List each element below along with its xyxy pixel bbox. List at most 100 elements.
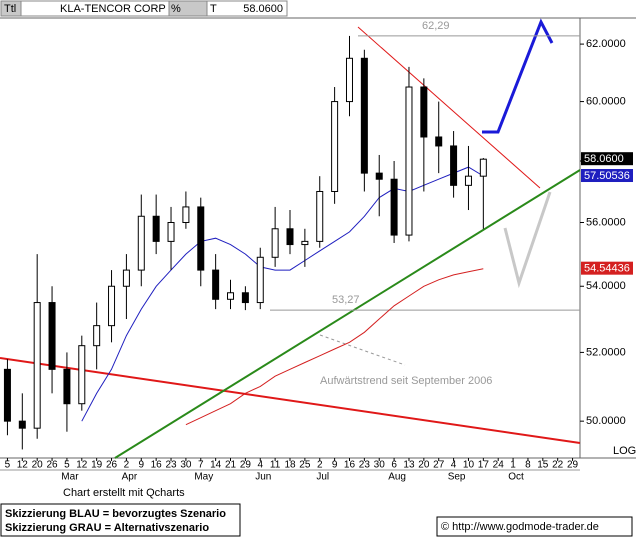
candle-body xyxy=(122,269,130,287)
month-label: May xyxy=(194,472,213,483)
month-label: Sep xyxy=(448,472,466,483)
level-label: 62,29 xyxy=(422,20,450,32)
candle-body xyxy=(450,145,458,186)
x-tick-label: 24 xyxy=(493,460,505,471)
x-tick-label: 26 xyxy=(46,460,58,471)
month-label: Aug xyxy=(388,472,406,483)
y-tick-label: 54.0000 xyxy=(586,280,626,292)
candle-body xyxy=(301,240,309,246)
month-label: Apr xyxy=(122,472,138,483)
candle-body xyxy=(182,206,190,224)
candle-body xyxy=(197,206,205,271)
candle-body xyxy=(241,292,249,304)
candle-body xyxy=(375,172,383,180)
candle-body xyxy=(18,420,26,429)
x-tick-label: 10 xyxy=(463,460,475,471)
x-tick-label: 6 xyxy=(391,460,397,471)
source: © http://www.godmode-trader.de xyxy=(441,521,599,533)
y-tick-label: 52.0000 xyxy=(586,346,626,358)
x-tick-label: 14 xyxy=(210,460,222,471)
x-tick-label: 7 xyxy=(198,460,204,471)
x-tick-label: 29 xyxy=(567,460,579,471)
moving-average xyxy=(185,268,484,426)
moving-average xyxy=(81,166,484,422)
x-tick-label: 9 xyxy=(139,460,145,471)
x-tick-label: 2 xyxy=(317,460,323,471)
x-tick-label: 15 xyxy=(537,460,549,471)
x-tick-label: 12 xyxy=(17,460,29,471)
x-tick-label: 18 xyxy=(284,460,296,471)
x-tick-label: 5 xyxy=(64,460,70,471)
credit: Chart erstellt mit Qcharts xyxy=(63,487,185,499)
month-label: Mar xyxy=(61,472,79,483)
month-label: Jun xyxy=(255,472,271,483)
x-tick-label: 22 xyxy=(552,460,564,471)
candle-body xyxy=(93,325,101,347)
legend-box xyxy=(0,503,241,537)
level-label: 53,27 xyxy=(332,294,360,306)
x-tick-label: 5 xyxy=(5,460,11,471)
x-tick-label: 26 xyxy=(106,460,118,471)
candle-body xyxy=(390,178,398,236)
candle-body xyxy=(286,228,294,246)
y-tick-label: 56.0000 xyxy=(586,216,626,228)
scenario-gray xyxy=(503,191,552,289)
x-tick-label: 19 xyxy=(91,460,103,471)
candle-body xyxy=(33,302,41,429)
y-tick-label: 50.0000 xyxy=(586,415,626,427)
x-tick-label: 20 xyxy=(418,460,430,471)
scale-label: LOG xyxy=(613,445,636,457)
x-tick-label: 4 xyxy=(257,460,263,471)
candle-body xyxy=(3,368,11,422)
x-tick-label: 17 xyxy=(478,460,490,471)
header-last: 58.0600 xyxy=(243,3,283,15)
value-box xyxy=(581,152,633,166)
candle-body xyxy=(256,256,264,304)
candle-body xyxy=(345,57,353,103)
x-tick-label: 16 xyxy=(344,460,356,471)
legend-text: Skizzierung GRAU = Alternativszenario xyxy=(5,522,209,534)
candle-body xyxy=(271,228,279,258)
x-tick-label: 2 xyxy=(124,460,130,471)
candle-body xyxy=(227,292,235,300)
header-field: % xyxy=(171,3,181,15)
x-tick-label: 30 xyxy=(374,460,386,471)
candle-body xyxy=(464,175,472,186)
candle-body xyxy=(212,269,220,300)
x-tick-label: 29 xyxy=(240,460,252,471)
candle-body xyxy=(316,190,324,242)
x-tick-label: 30 xyxy=(180,460,192,471)
month-label: Oct xyxy=(508,472,524,483)
value-box-label: 57.50536 xyxy=(584,170,630,182)
candle-body xyxy=(420,86,428,138)
source-box xyxy=(436,516,633,537)
candle-body xyxy=(360,57,368,174)
header-field: Ttl xyxy=(4,3,16,15)
candle-body xyxy=(479,158,487,177)
candle-body xyxy=(435,136,443,147)
trend-line xyxy=(0,357,581,444)
x-tick-label: 12 xyxy=(76,460,88,471)
value-box-label: 58.0600 xyxy=(584,153,624,165)
x-tick-label: 16 xyxy=(151,460,163,471)
candle-body xyxy=(78,345,86,405)
header-box xyxy=(206,0,288,17)
candle-body xyxy=(152,215,160,242)
x-tick-label: 11 xyxy=(270,460,281,471)
y-tick-label: 62.0000 xyxy=(586,38,626,50)
value-box xyxy=(581,169,633,183)
scenario-blue xyxy=(482,18,554,134)
legend-text: Skizzierung BLAU = bevorzugtes Szenario xyxy=(5,508,226,520)
x-tick-label: 21 xyxy=(225,460,237,471)
x-tick-label: 13 xyxy=(403,460,415,471)
y-tick-label: 60.0000 xyxy=(586,95,626,107)
x-tick-label: 23 xyxy=(165,460,177,471)
candle-body xyxy=(63,368,71,405)
trend-line xyxy=(114,169,581,459)
x-tick-label: 23 xyxy=(359,460,371,471)
candle-body xyxy=(108,285,116,327)
value-box xyxy=(581,261,633,275)
x-tick-label: 9 xyxy=(332,460,338,471)
